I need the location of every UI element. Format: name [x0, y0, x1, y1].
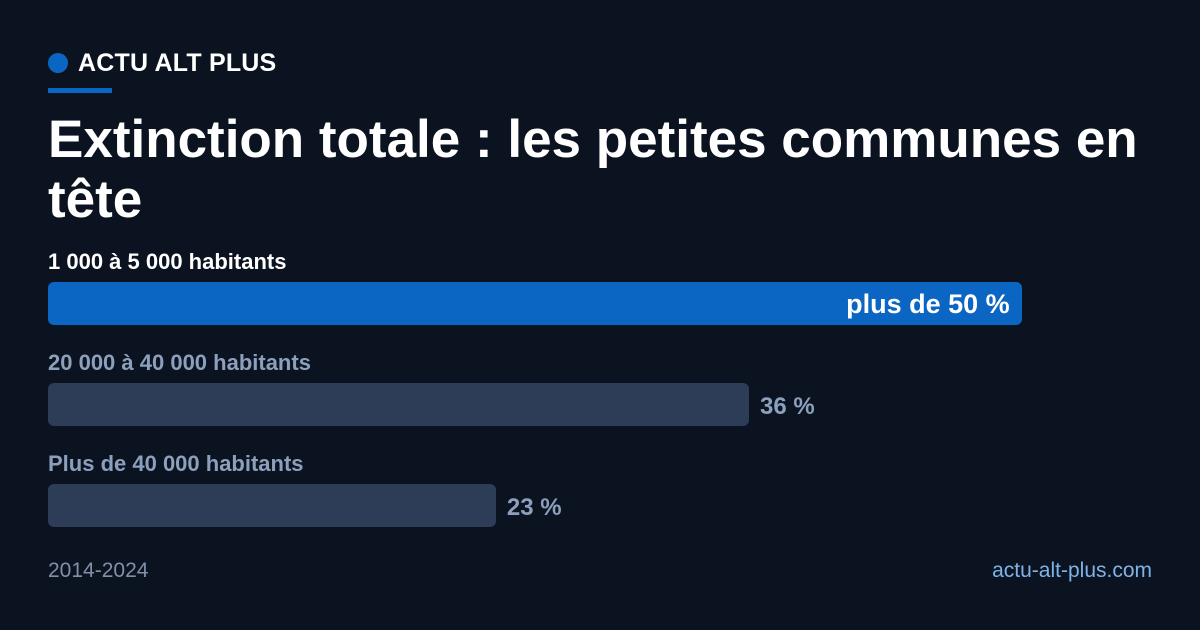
bar	[48, 282, 1022, 325]
bar-chart: 1 000 à 5 000 habitants plus de 50 % 20 00…	[48, 248, 1158, 538]
category-label: 1 000 à 5 000 habitants	[48, 249, 287, 274]
value-label: 36 %	[760, 393, 815, 420]
period-label: 2014-2024	[48, 559, 149, 582]
chart-title: Extinction totale : les petites communes…	[48, 110, 1138, 229]
brand: ACTU ALT PLUS	[48, 48, 276, 78]
bar-row: Plus de 40 000 habitants 23 %	[48, 450, 1158, 542]
value-label: plus de 50 %	[846, 289, 1010, 319]
brand-dot-icon	[48, 53, 68, 73]
category-label: Plus de 40 000 habitants	[48, 451, 304, 476]
brand-name: ACTU ALT PLUS	[78, 49, 277, 77]
bar-row: 20 000 à 40 000 habitants 36 %	[48, 349, 1158, 441]
bar-row: 1 000 à 5 000 habitants plus de 50 %	[48, 248, 1158, 340]
bar	[48, 484, 496, 527]
bar	[48, 383, 750, 426]
site-link[interactable]: actu-alt-plus.com	[992, 559, 1152, 582]
brand-underline	[48, 88, 112, 93]
category-label: 20 000 à 40 000 habitants	[48, 350, 311, 375]
value-label: 23 %	[506, 494, 562, 521]
